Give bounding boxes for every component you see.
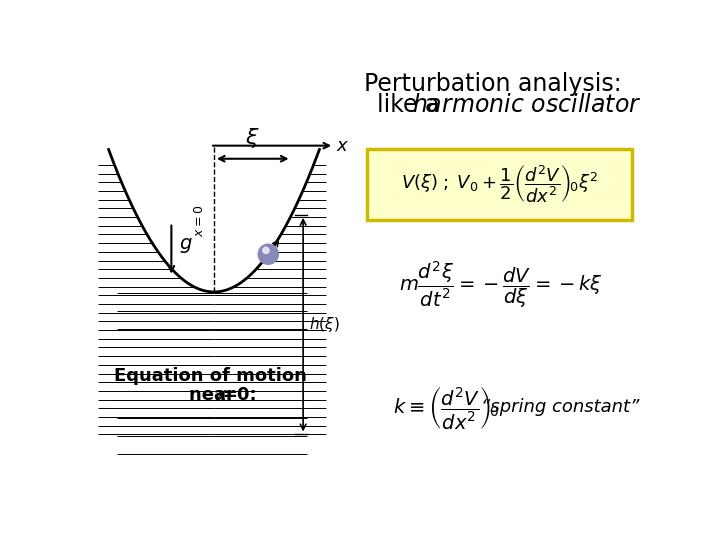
Text: Perturbation analysis:: Perturbation analysis: bbox=[364, 72, 622, 97]
Text: near: near bbox=[189, 386, 241, 404]
Circle shape bbox=[263, 247, 269, 253]
FancyBboxPatch shape bbox=[366, 148, 631, 220]
Text: $x$: $x$ bbox=[336, 137, 350, 154]
Text: “spring constant”: “spring constant” bbox=[481, 399, 639, 416]
Text: $\mathit{x}$: $\mathit{x}$ bbox=[215, 386, 228, 404]
Text: Equation of motion: Equation of motion bbox=[114, 367, 307, 384]
Text: $h(\xi)$: $h(\xi)$ bbox=[310, 315, 340, 334]
Text: $m\dfrac{d^2\xi}{dt^2} = -\dfrac{dV}{d\xi} = -k\xi$: $m\dfrac{d^2\xi}{dt^2} = -\dfrac{dV}{d\x… bbox=[399, 259, 603, 310]
Text: =0:: =0: bbox=[222, 386, 257, 404]
Text: $\xi$: $\xi$ bbox=[246, 125, 260, 150]
Text: $V(\xi)\;;\; V_0 + \dfrac{1}{2}\left(\dfrac{d^2V}{dx^2}\right)_{\!0} \xi^2$: $V(\xi)\;;\; V_0 + \dfrac{1}{2}\left(\df… bbox=[400, 163, 598, 205]
Text: $\mathit{harmonic\ oscillator}$: $\mathit{harmonic\ oscillator}$ bbox=[412, 93, 641, 117]
Text: $k \equiv \left(\dfrac{d^2V}{dx^2}\right)_{\!0}$: $k \equiv \left(\dfrac{d^2V}{dx^2}\right… bbox=[393, 384, 500, 431]
Text: like a: like a bbox=[377, 93, 446, 117]
Text: $x = 0$: $x = 0$ bbox=[193, 205, 206, 237]
Text: $g$: $g$ bbox=[179, 237, 193, 255]
Circle shape bbox=[258, 244, 279, 264]
